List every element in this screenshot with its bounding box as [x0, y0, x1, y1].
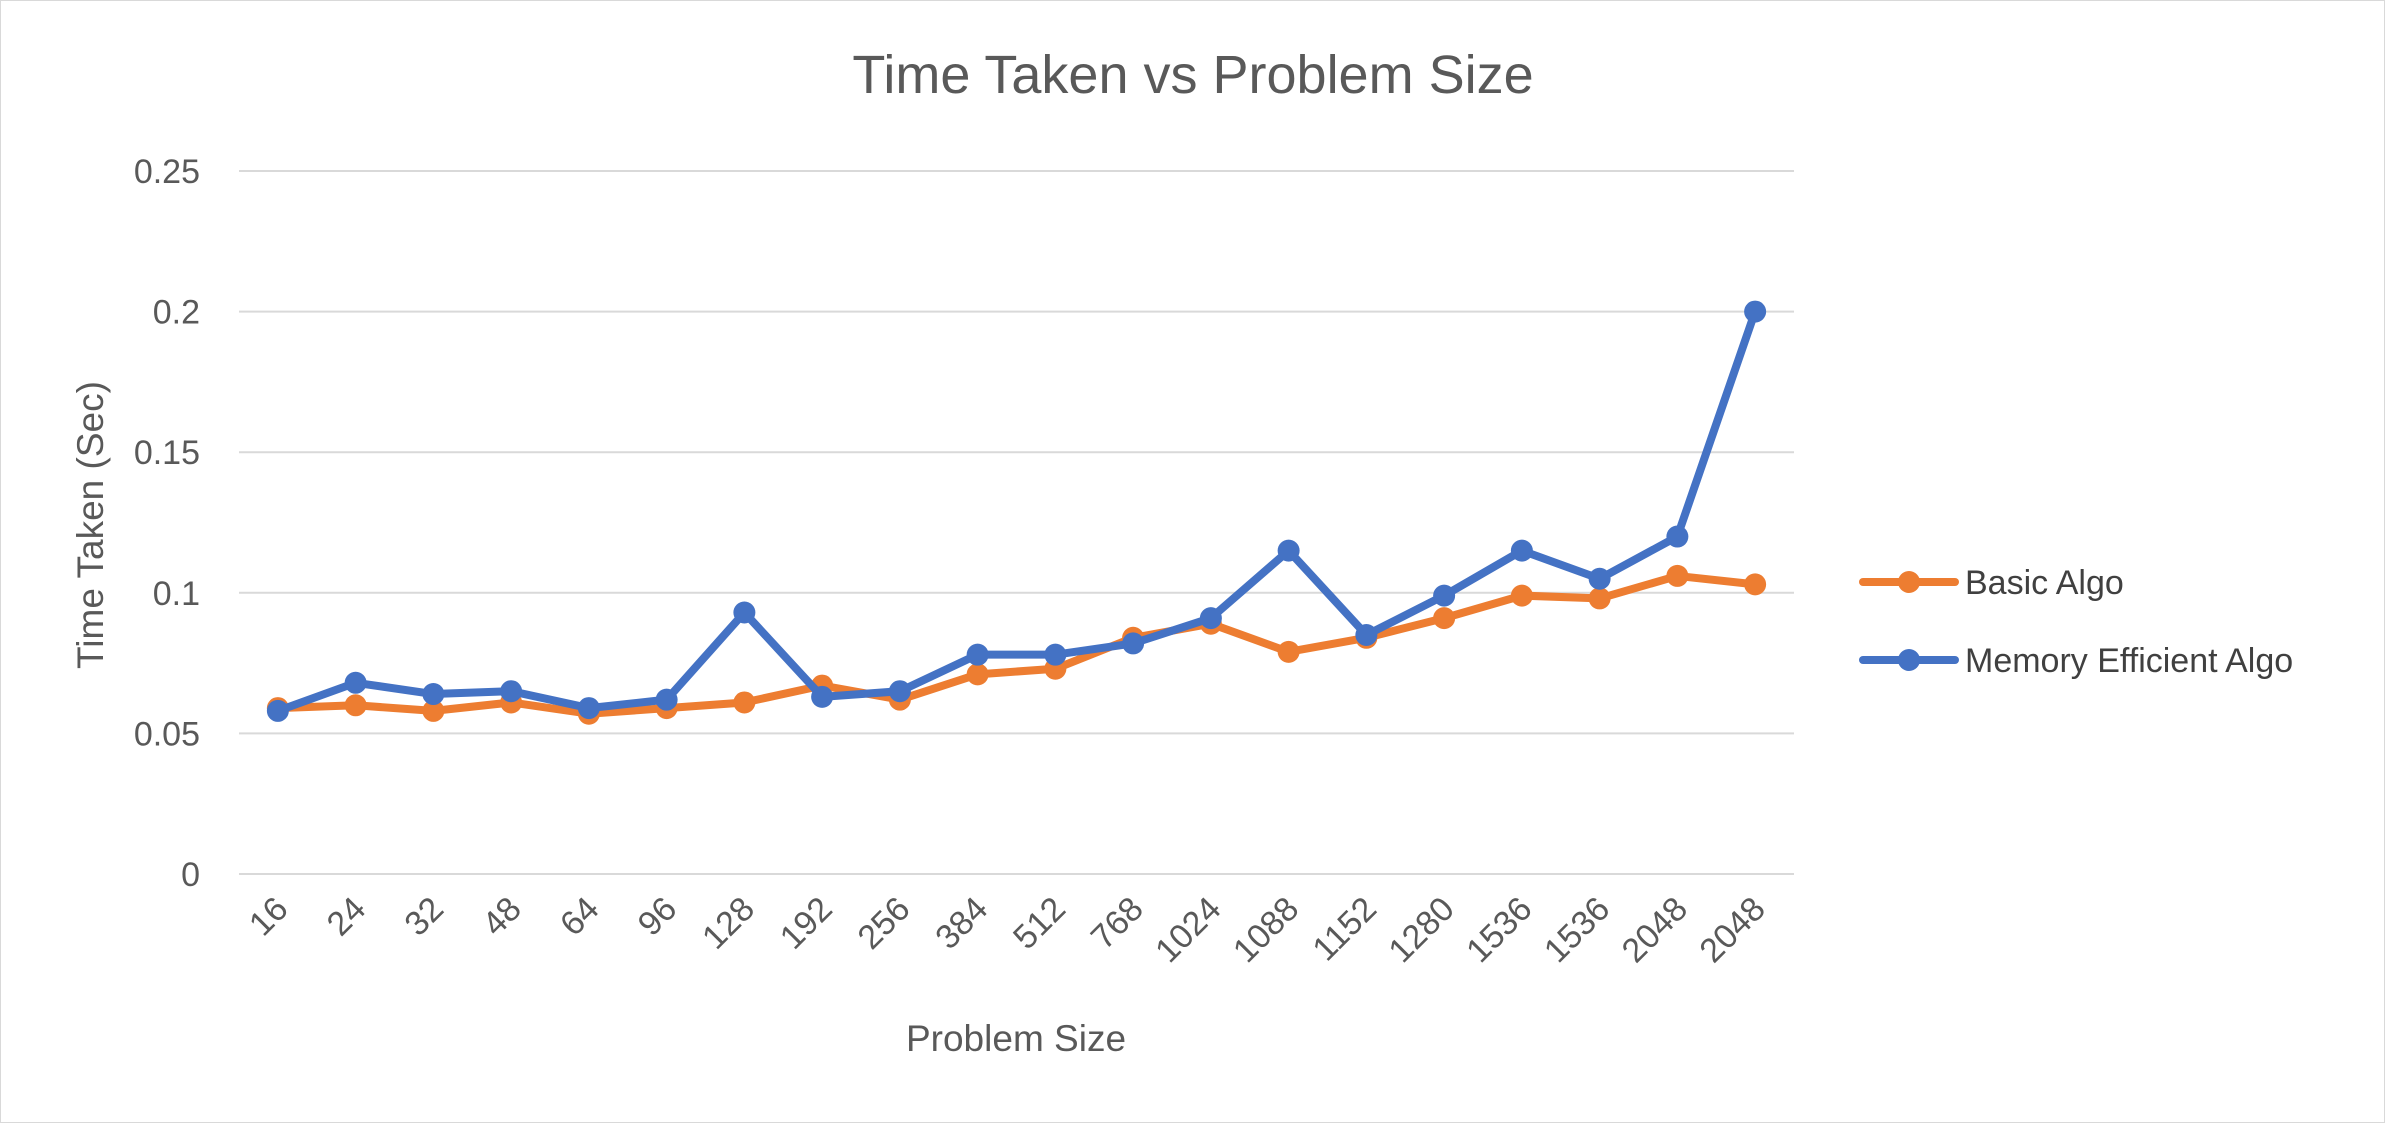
chart-title: Time Taken vs Problem Size	[852, 45, 1533, 105]
x-tick-label: 1152	[1305, 890, 1384, 969]
data-point	[811, 685, 834, 708]
legend-label: Basic Algo	[1965, 564, 2124, 602]
data-point	[733, 691, 756, 714]
data-point	[966, 663, 989, 686]
series-1	[266, 300, 1767, 722]
legend-marker	[1898, 571, 1920, 593]
x-tick-label: 128	[695, 890, 762, 957]
data-point	[655, 688, 678, 711]
data-point	[422, 683, 445, 706]
data-point	[1666, 564, 1689, 587]
x-tick-label: 768	[1084, 890, 1151, 957]
gridlines	[239, 170, 1794, 875]
x-tick-label: 1088	[1226, 890, 1306, 970]
data-point	[344, 694, 367, 717]
data-point	[1433, 607, 1456, 630]
data-point	[1588, 587, 1611, 610]
x-tick-label: 1024	[1148, 890, 1228, 970]
data-point	[1744, 300, 1767, 323]
data-point	[500, 680, 523, 703]
y-axis-title: Time Taken (Sec)	[70, 381, 111, 669]
series-line	[273, 571, 1760, 718]
data-point	[1199, 607, 1222, 630]
x-tick-label: 48	[475, 890, 529, 944]
x-tick-label: 384	[928, 890, 995, 957]
x-tick-label: 96	[631, 890, 685, 944]
data-point	[966, 643, 989, 666]
x-tick-label: 24	[320, 890, 374, 944]
series-0	[266, 564, 1767, 725]
data-point	[733, 601, 756, 624]
data-point	[577, 697, 600, 720]
y-tick-label: 0.25	[134, 153, 200, 191]
x-tick-label: 2048	[1615, 890, 1695, 970]
data-point	[888, 680, 911, 703]
data-point	[1122, 632, 1145, 655]
x-axis-title: Problem Size	[906, 1018, 1126, 1059]
y-tick-label: 0.05	[134, 715, 200, 753]
x-tick-label: 256	[851, 890, 918, 957]
series-layer	[266, 300, 1767, 725]
y-tick-label: 0.2	[153, 294, 200, 332]
legend-item: Basic Algo	[1859, 564, 2124, 602]
x-tick-label: 1280	[1381, 890, 1461, 970]
series-line	[273, 307, 1760, 715]
data-point	[1666, 525, 1689, 548]
x-tick-label: 16	[242, 890, 296, 944]
legend: Basic Algo Memory Efficient Algo	[1859, 564, 2293, 680]
legend-marker	[1898, 649, 1920, 671]
data-point	[1510, 584, 1533, 607]
x-tick-label: 192	[773, 890, 840, 957]
data-point	[1355, 623, 1378, 646]
y-tick-label: 0	[181, 856, 200, 894]
x-tick-label: 2048	[1692, 890, 1772, 970]
y-tick-label: 0.1	[153, 575, 200, 613]
y-axis-tick-labels: 0 0.05 0.1 0.15 0.2 0.25	[134, 153, 200, 894]
data-point	[344, 671, 367, 694]
x-tick-label: 32	[397, 890, 451, 944]
x-tick-label: 64	[553, 890, 607, 944]
legend-label: Memory Efficient Algo	[1965, 642, 2293, 680]
data-point	[1433, 584, 1456, 607]
y-tick-label: 0.15	[134, 434, 200, 472]
x-tick-label: 1536	[1537, 890, 1617, 970]
data-point	[1044, 643, 1067, 666]
data-point	[1744, 573, 1767, 596]
x-tick-label: 1536	[1459, 890, 1539, 970]
x-tick-label: 512	[1006, 890, 1073, 957]
data-point	[1510, 539, 1533, 562]
data-point	[1277, 640, 1300, 663]
data-point	[266, 699, 289, 722]
legend-item: Memory Efficient Algo	[1859, 642, 2293, 680]
data-point	[1588, 567, 1611, 590]
data-point	[422, 699, 445, 722]
data-point	[1277, 539, 1300, 562]
